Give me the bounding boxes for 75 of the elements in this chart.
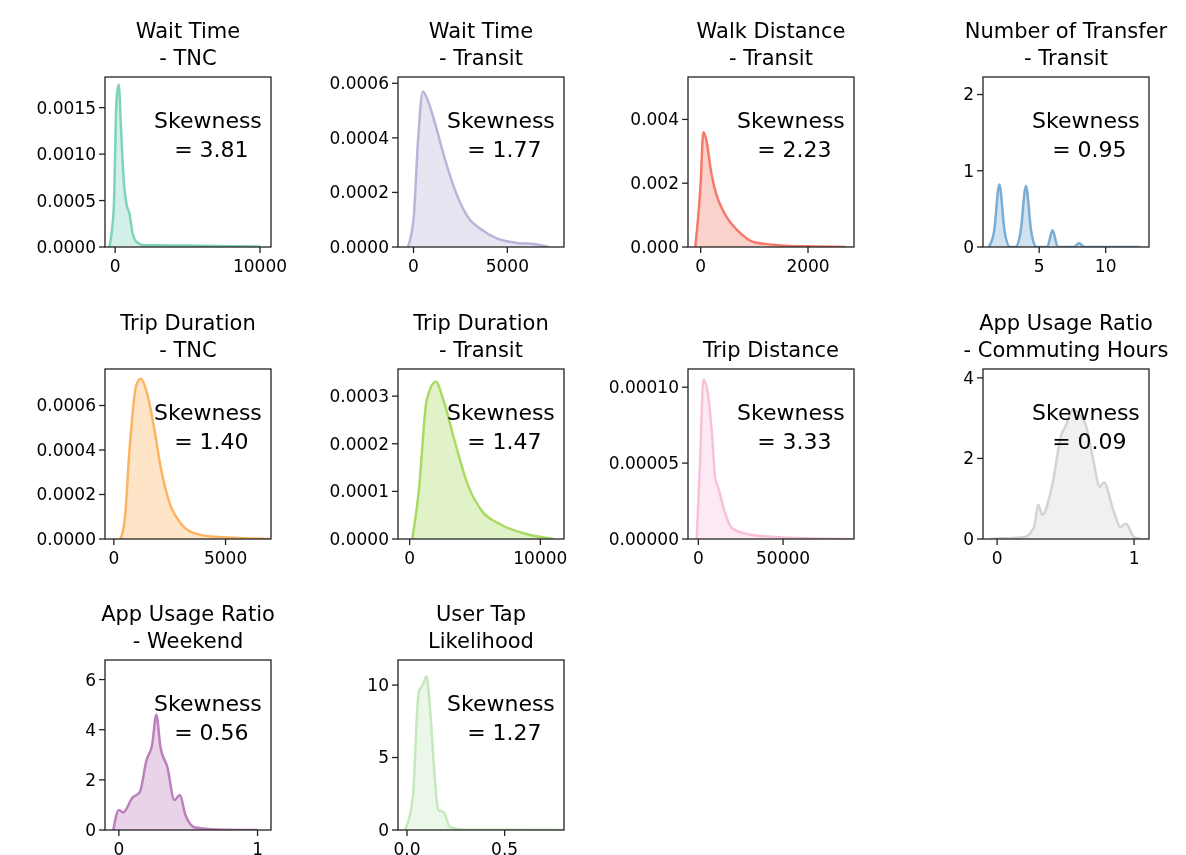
y-tick-label: 4 — [963, 367, 974, 388]
y-tick-label: 0.004 — [630, 109, 679, 130]
y-tick-label: 0.002 — [630, 173, 679, 194]
y-tick-label: 0.0000 — [36, 236, 96, 257]
annotation: Skewness = 1.77 — [446, 108, 555, 162]
x-tick-label: 0.0 — [393, 839, 421, 855]
y-tick-label: 10 — [367, 675, 389, 696]
x-tick-label: 0 — [113, 839, 125, 855]
chart-title: Number of Transfer - Transit — [964, 19, 1168, 70]
chart-title: User Tap Likelihood — [428, 602, 534, 653]
x-tick-label: 0 — [404, 548, 416, 568]
chart-title: App Usage Ratio - Commuting Hours — [963, 311, 1169, 362]
y-tick-label: 0.00000 — [608, 528, 679, 549]
x-tick-label: 5 — [1033, 256, 1045, 276]
y-tick-label: 0.0003 — [329, 386, 389, 407]
annotation: Skewness = 0.09 — [1031, 400, 1140, 454]
x-tick-label: 5000 — [485, 256, 529, 276]
x-tick-label: 5000 — [203, 548, 248, 568]
annotation: Skewness = 0.95 — [1031, 108, 1140, 162]
x-tick-label: 0 — [692, 548, 704, 568]
chart-title: App Usage Ratio - Weekend — [101, 602, 275, 653]
y-tick-label: 2 — [963, 448, 974, 469]
y-tick-label: 0.0004 — [329, 127, 389, 148]
chart-title: Trip Duration - Transit — [412, 311, 549, 362]
y-tick-label: 0 — [963, 528, 974, 549]
y-tick-label: 6 — [85, 669, 96, 690]
y-tick-label: 0.00005 — [608, 453, 679, 474]
y-tick-label: 0 — [85, 819, 96, 840]
x-tick-label: 0 — [108, 548, 120, 568]
chart-title: Trip Duration - TNC — [119, 311, 256, 362]
chart-title: Trip Distance — [701, 338, 840, 362]
y-tick-label: 0.0001 — [329, 481, 389, 502]
y-tick-label: 0.0005 — [36, 190, 96, 211]
x-tick-label: 0 — [991, 548, 1003, 568]
y-tick-label: 0 — [963, 236, 974, 257]
x-tick-label: 1 — [1128, 548, 1140, 568]
y-tick-label: 0 — [378, 819, 389, 840]
annotation: Skewness = 3.81 — [153, 108, 262, 162]
y-tick-label: 0.0004 — [36, 439, 96, 460]
x-tick-label: 0 — [109, 256, 121, 276]
y-tick-label: 0.0002 — [329, 182, 389, 203]
y-tick-label: 0.0000 — [36, 528, 96, 549]
y-tick-label: 0.0002 — [329, 433, 389, 454]
x-tick-label: 2000 — [786, 256, 830, 276]
y-tick-label: 0.0010 — [36, 144, 96, 165]
annotation: Skewness = 1.40 — [153, 400, 262, 454]
annotation: Skewness = 3.33 — [736, 400, 845, 454]
x-tick-label: 10 — [1094, 256, 1117, 276]
chart-title: Wait Time - TNC — [135, 19, 241, 70]
y-tick-label: 0.0006 — [329, 73, 389, 94]
x-tick-label: 0 — [695, 256, 707, 276]
y-tick-label: 4 — [85, 719, 96, 740]
annotation: Skewness = 1.47 — [446, 400, 555, 454]
y-tick-label: 0.0002 — [36, 484, 96, 505]
chart-title: Walk Distance - Transit — [696, 19, 846, 70]
y-tick-label: 0.0006 — [36, 395, 96, 416]
x-tick-label: 0 — [408, 256, 419, 276]
annotation: Skewness = 0.56 — [153, 691, 262, 745]
y-tick-label: 0.0015 — [36, 97, 96, 118]
x-tick-label: 50000 — [756, 548, 811, 568]
annotation: Skewness = 2.23 — [736, 108, 845, 162]
y-tick-label: 0.0000 — [329, 236, 389, 257]
y-tick-label: 5 — [378, 747, 389, 768]
y-tick-label: 2 — [85, 769, 96, 790]
x-tick-label: 1 — [252, 839, 263, 855]
chart-title: Wait Time - Transit — [428, 19, 534, 70]
x-tick-label: 10000 — [232, 256, 288, 276]
y-tick-label: 0.0000 — [329, 528, 389, 549]
y-tick-label: 0.00010 — [608, 377, 679, 398]
y-tick-label: 1 — [963, 160, 974, 181]
x-tick-label: 10000 — [513, 548, 568, 568]
y-tick-label: 0.000 — [630, 236, 679, 257]
y-tick-label: 2 — [963, 84, 974, 105]
x-tick-label: 0.5 — [491, 839, 519, 855]
annotation: Skewness = 1.27 — [446, 691, 555, 745]
